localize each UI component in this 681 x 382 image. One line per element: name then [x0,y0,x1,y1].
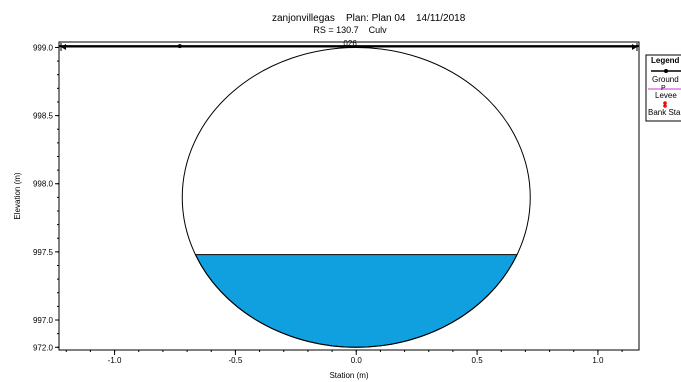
x-axis: -1.0 -0.5 0.0 0.5 1.0 [65,350,623,365]
y-axis: 999.0 998.5 998.0 997.5 997.0 972.0 [33,43,59,352]
y-tick-label: 997.5 [33,248,54,257]
chart-title-project: zanjonvillegas [272,13,335,24]
x-tick-label: 0.5 [472,356,484,365]
x-tick-label: 1.0 [592,356,604,365]
legend-ground-label: Ground [652,75,679,84]
y-axis-label: Elevation (m) [13,172,22,219]
x-axis-label: Station (m) [329,371,368,380]
legend-bank-station-label: Bank Sta [648,108,681,117]
n-value-arrow-right [632,44,637,50]
legend-bank-station-marker [663,104,667,108]
legend-levee-marker [663,101,667,105]
y-tick-label: 972.0 [33,343,54,352]
x-tick-label: -1.0 [108,356,122,365]
chart-marks [59,44,639,348]
y-tick-label: 998.5 [33,112,54,121]
n-value-arrow-left [61,44,66,50]
x-tick-label: 0.0 [351,356,363,365]
chart-title-plan: Plan: Plan 04 [346,13,406,24]
chart-subtitle: RS = 130.7 Culv [313,25,387,35]
legend-p-label: P [661,85,666,92]
n-value-annotation: .026 [60,39,638,51]
legend-title: Legend [651,56,680,65]
chart-title-date: 14/11/2018 [416,13,466,24]
y-tick-label: 997.0 [33,316,54,325]
y-tick-label: 998.0 [33,180,54,189]
legend-box [645,54,681,122]
x-tick-label: -0.5 [229,356,243,365]
y-tick-label: 999.0 [33,43,54,52]
n-value-label: .026 [341,39,357,48]
legend-levee-label: Levee [655,91,677,100]
legend-ground-marker [664,69,668,73]
